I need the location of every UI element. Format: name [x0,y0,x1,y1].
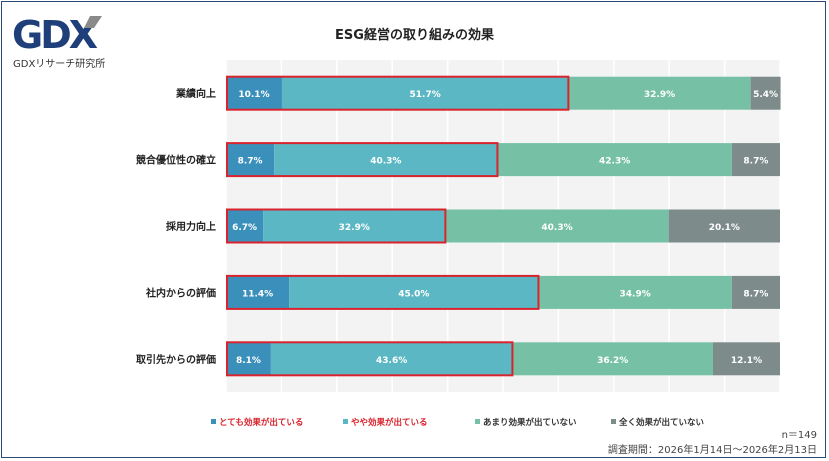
bar-segment [512,342,713,376]
legend-label: とても効果が出ている [219,417,303,428]
logo-subtitle: GDXリサーチ研究所 [13,59,106,70]
sample-size: n＝149 [781,430,817,441]
data-label: 8.1% [236,356,261,366]
data-label: 36.2% [597,356,628,366]
bar-segment [731,143,780,177]
data-label: 11.4% [242,289,273,299]
category-label: 取引先からの評価 [136,353,216,366]
data-label: 51.7% [410,90,441,100]
highlight-box [226,142,499,178]
highlight-box [226,75,570,111]
gdx-logo: GDX [12,13,102,58]
data-label: 8.7% [743,289,768,299]
data-label: 12.1% [731,356,762,366]
bar-segment [497,143,732,177]
data-label: 8.7% [743,157,768,167]
bar-segment [712,342,780,376]
category-label: 採用力向上 [166,220,216,233]
category-label: 社内からの評価 [145,286,216,299]
chart-title: ESG経営の取り組みの効果 [335,28,494,43]
highlight-box [226,208,447,244]
data-label: 32.9% [339,223,370,233]
bar-segment [281,76,569,110]
bar-segment [289,275,539,309]
svg-text:GDX: GDX [12,14,98,54]
bar-segment [568,76,751,110]
bar-segment [226,209,264,243]
data-label: 5.4% [753,90,778,100]
legend-swatch [475,419,480,424]
data-label: 40.3% [541,223,572,233]
data-label: 34.9% [620,289,651,299]
bar-segment [731,275,780,309]
bar-segment [226,143,275,177]
data-label: 43.6% [376,356,407,366]
data-label: 40.3% [370,157,401,167]
legend-swatch [611,419,616,424]
bar-segment [263,209,446,243]
legend-label: あまり効果が出ていない [483,417,577,428]
data-label: 6.7% [232,223,257,233]
bar-segment [668,209,780,243]
legend-label: 全く効果が出ていない [618,417,704,428]
data-label: 45.0% [398,289,429,299]
data-label: 20.1% [709,223,740,233]
bar-segment [538,275,732,309]
bar-segment [226,76,282,110]
category-label: 業績向上 [175,87,216,100]
data-label: 10.1% [238,90,269,100]
legend-swatch [343,419,348,424]
bar-segment [750,76,781,110]
legend-label: やや効果が出ている [351,417,428,428]
highlight-box [226,274,540,310]
data-label: 32.9% [644,90,675,100]
survey-period: 調査期間：2026年1月14日～2026年2月13日 [607,445,817,456]
category-label: 競合優位性の確立 [136,154,216,167]
data-label: 8.7% [238,157,263,167]
bar-segment [270,342,513,376]
bar-segment [226,275,290,309]
bar-segment [226,342,271,376]
highlight-box [226,341,514,377]
legend-swatch [211,419,216,424]
bar-segment [445,209,669,243]
data-label: 42.3% [599,157,630,167]
bar-segment [274,143,498,177]
